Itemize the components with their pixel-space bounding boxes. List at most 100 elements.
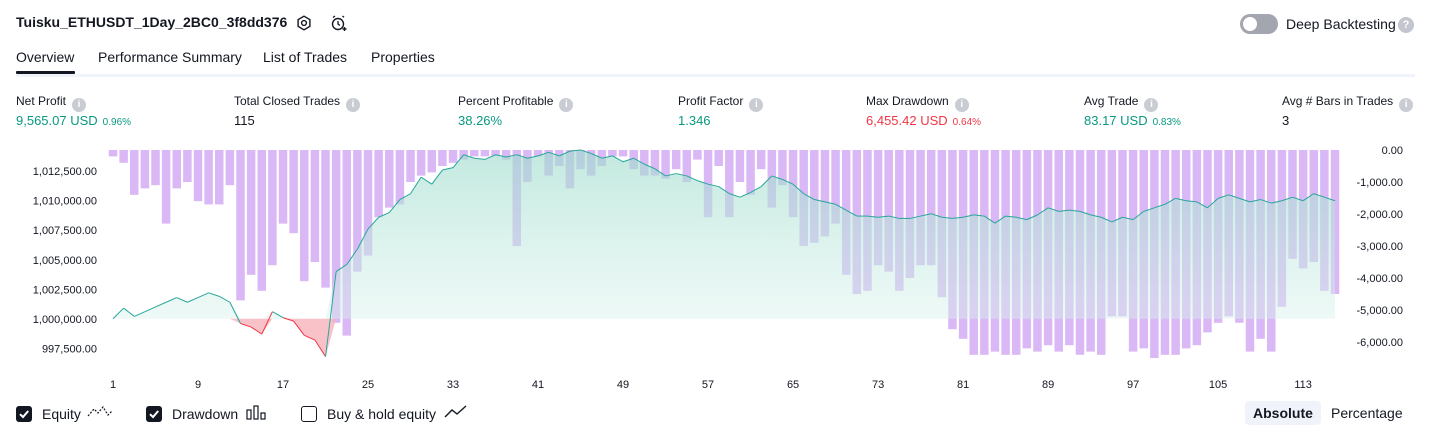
- equity-line-segment: [1271, 200, 1282, 204]
- equity-line-segment: [144, 306, 156, 313]
- equity-line-segment: [1207, 197, 1219, 209]
- trend-line-icon: [444, 404, 468, 423]
- drawdown-bar: [703, 150, 713, 218]
- equity-line-segment: [792, 183, 805, 195]
- drawdown-label: Drawdown: [172, 405, 239, 422]
- equity-line-segment: [824, 201, 836, 205]
- x-axis-tick: 25: [362, 379, 374, 391]
- equity-line-segment: [197, 292, 209, 298]
- equity-line-segment: [516, 154, 528, 159]
- equity-line-segment: [1132, 210, 1145, 221]
- equity-line-segment: [1026, 214, 1038, 221]
- buy-hold-checkbox[interactable]: [301, 405, 317, 422]
- drawdown-bar: [714, 150, 723, 166]
- equity-line-segment: [1069, 209, 1081, 212]
- y-axis-left-tick: 1,002,500.00: [33, 284, 97, 296]
- drawdown-bar: [661, 150, 670, 179]
- equity-line-segment: [590, 153, 603, 159]
- metric-profit-factor-label: Profit Factor i: [678, 94, 764, 112]
- info-icon[interactable]: i: [1144, 98, 1159, 112]
- x-axis-tick: 73: [872, 379, 884, 391]
- y-axis-left-tick: 997,500.00: [42, 343, 97, 355]
- equity-label: Equity: [42, 405, 81, 422]
- tab-performance-summary[interactable]: Performance Summary: [98, 49, 242, 65]
- drawdown-bar: [831, 150, 840, 224]
- equity-line-segment: [219, 295, 231, 303]
- absolute-button[interactable]: Absolute: [1245, 401, 1321, 425]
- equity-line-segment: [962, 214, 974, 218]
- drawdown-bar: [204, 150, 213, 205]
- tab-properties[interactable]: Properties: [371, 49, 435, 65]
- legend-equity[interactable]: Equity: [16, 404, 113, 423]
- equity-line-segment: [909, 215, 921, 219]
- equity-line-segment: [134, 311, 146, 317]
- equity-line-segment: [654, 168, 666, 177]
- equity-drawdown-chart[interactable]: 1,012,500.00 1,010,000.00 1,007,500.00 1,00…: [0, 140, 1431, 400]
- equity-line-segment: [240, 323, 252, 328]
- drawdown-bar: [735, 150, 745, 182]
- y-axis-left-tick: 1,012,500.00: [33, 166, 97, 178]
- info-icon[interactable]: i: [346, 98, 361, 112]
- info-icon[interactable]: i: [749, 98, 764, 112]
- equity-line-segment: [335, 264, 348, 272]
- drawdown-bar: [278, 150, 288, 224]
- drawdown-bar: [501, 150, 511, 160]
- drawdown-bar: [342, 150, 352, 336]
- drawdown-bar: [905, 150, 915, 278]
- equity-line-segment: [367, 216, 380, 230]
- equity-line-segment: [484, 154, 496, 160]
- info-icon[interactable]: i: [1399, 98, 1414, 112]
- equity-line-segment: [1079, 210, 1091, 216]
- drawdown-bar: [225, 150, 235, 186]
- percentage-button[interactable]: Percentage: [1331, 405, 1403, 421]
- info-icon[interactable]: i: [72, 98, 87, 112]
- settings-icon[interactable]: [294, 13, 314, 33]
- tab-list-of-trades[interactable]: List of Trades: [263, 49, 348, 65]
- equity-checkbox[interactable]: [16, 405, 32, 422]
- equity-line-segment: [1249, 199, 1261, 203]
- equity-line-segment: [399, 193, 411, 200]
- metric-net-profit-label: Net Profit i: [16, 94, 87, 112]
- y-axis-right-tick: -2,000.00: [1357, 209, 1403, 221]
- equity-line-segment: [282, 317, 294, 322]
- y-axis-left-tick: 1,007,500.00: [33, 225, 97, 237]
- equity-line-segment: [686, 175, 698, 182]
- equity-line-segment: [431, 169, 443, 185]
- equity-line-segment: [463, 154, 475, 159]
- equity-line-segment: [952, 216, 964, 219]
- drawdown-checkbox[interactable]: [146, 405, 162, 422]
- info-icon[interactable]: i: [954, 98, 969, 112]
- metric-profit-factor-value: 1.346: [678, 113, 711, 128]
- metric-net-profit-value: 9,565.07 USD 0.96%: [16, 113, 132, 128]
- drawdown-bar: [873, 150, 883, 266]
- equity-line-segment: [314, 339, 326, 357]
- drawdown-bar: [300, 150, 309, 282]
- equity-line-segment: [1164, 197, 1176, 205]
- drawdown-bar: [916, 150, 925, 266]
- help-icon[interactable]: ?: [1398, 17, 1414, 33]
- deep-backtesting-toggle[interactable]: [1240, 14, 1278, 34]
- legend-drawdown[interactable]: Drawdown: [146, 404, 268, 423]
- equity-line-segment: [941, 216, 953, 219]
- info-icon[interactable]: i: [559, 98, 574, 112]
- drawdown-bar: [788, 150, 798, 218]
- equity-line-segment: [1196, 201, 1208, 209]
- metric-max-drawdown-value: 6,455.42 USD 0.64%: [866, 113, 982, 128]
- add-alert-icon[interactable]: [329, 13, 349, 33]
- equity-line-segment: [506, 154, 517, 158]
- drawdown-bar: [406, 150, 415, 182]
- equity-line-segment: [410, 176, 422, 194]
- drawdown-bar: [884, 150, 893, 272]
- equity-line-segment: [580, 149, 592, 154]
- drawdown-bar: [236, 150, 245, 301]
- equity-area-positive: [113, 149, 1335, 319]
- drawdown-bar: [618, 150, 628, 157]
- drawdown-bar: [331, 150, 341, 323]
- drawdown-bar: [246, 150, 256, 275]
- drawdown-bar: [746, 150, 755, 195]
- legend-buy-hold[interactable]: Buy & hold equity: [301, 404, 468, 423]
- equity-line-segment: [803, 193, 815, 200]
- drawdown-bar: [470, 150, 479, 157]
- equity-line-segment: [1101, 216, 1113, 223]
- tab-overview[interactable]: Overview: [16, 49, 75, 65]
